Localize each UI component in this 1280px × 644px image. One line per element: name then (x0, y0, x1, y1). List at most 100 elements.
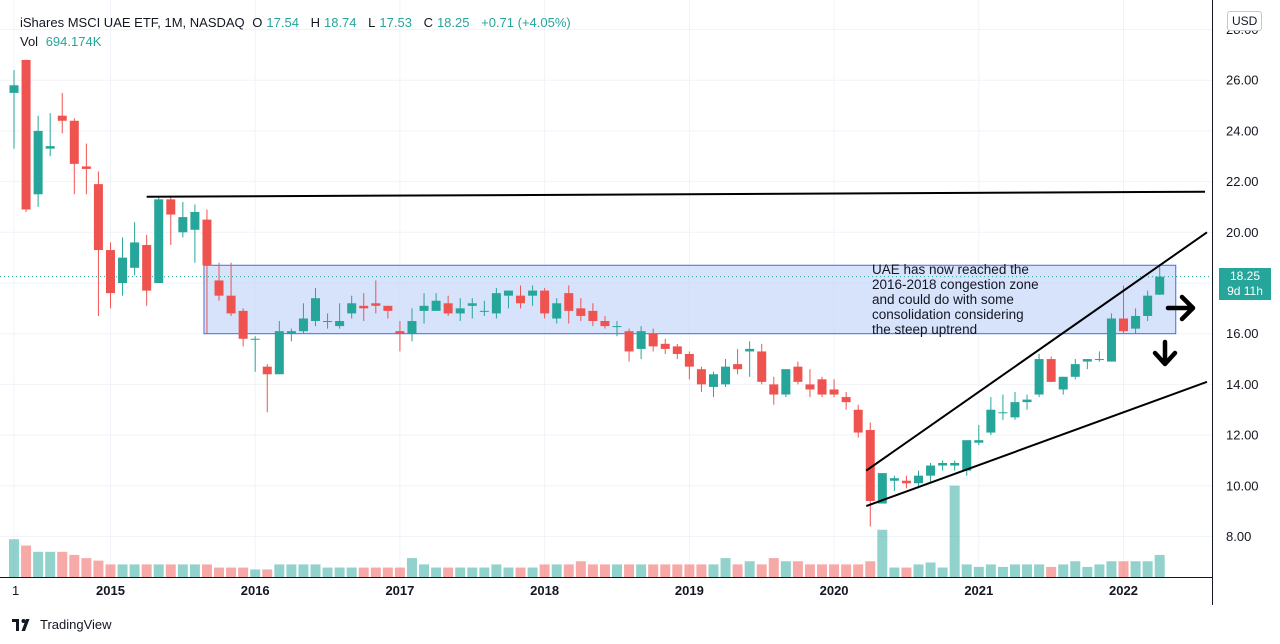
candle-body (250, 338, 260, 340)
volume-bar (370, 567, 381, 577)
chart-annotation-text[interactable]: UAE has now reached the 2016-2018 conges… (872, 262, 1082, 337)
volume-bar (804, 564, 815, 577)
volume-bar (1022, 564, 1033, 577)
candle-body (1106, 318, 1116, 362)
annotation-line: UAE has now reached the (872, 262, 1029, 277)
volume-bar (165, 564, 176, 577)
volume-bar (780, 561, 791, 577)
volume-bar (346, 567, 357, 577)
volume-bar (732, 564, 743, 577)
volume-bar (1130, 561, 1141, 577)
annotation-line: and could do with some (872, 292, 1014, 307)
x-tick-label: 2017 (385, 583, 414, 598)
volume-bar (539, 564, 550, 577)
volume-bar (515, 567, 526, 577)
x-tick-label: 2018 (530, 583, 559, 598)
volume-bar (9, 539, 19, 577)
open-label: O (252, 15, 263, 30)
volume-bar (1046, 566, 1057, 577)
candle-body (395, 331, 405, 334)
x-tick-label: 2016 (241, 583, 270, 598)
x-tick-label: 1 (12, 583, 19, 598)
candle-body (1094, 359, 1104, 361)
candle-body (359, 305, 369, 309)
volume-bar (153, 564, 164, 577)
candle-body (901, 480, 911, 484)
candle-body (45, 146, 55, 149)
candle-body (154, 199, 164, 283)
candle-body (576, 308, 586, 316)
y-tick-label: 14.00 (1226, 377, 1259, 392)
resistance-line (146, 190, 1206, 198)
volume-bar (394, 567, 405, 577)
volume-bar (756, 564, 767, 577)
volume-bar (829, 564, 840, 577)
high-value: 18.74 (323, 15, 357, 30)
currency-button[interactable]: USD (1227, 11, 1263, 31)
candle-body (1155, 276, 1165, 295)
candle-body (1082, 359, 1092, 362)
candle-body (564, 293, 574, 311)
candle-body (467, 303, 477, 306)
volume-bar (913, 564, 924, 577)
candle-body (311, 298, 320, 322)
chart-legend: iShares MSCI UAE ETF, 1M, NASDAQ O 17.54 … (20, 13, 575, 51)
x-tick-label: 2020 (820, 583, 849, 598)
volume-bar (744, 561, 755, 577)
volume-bar (201, 564, 212, 577)
candle-body (805, 384, 815, 390)
annotation-line: consolidation considering (872, 307, 1024, 322)
volume-bar (1034, 564, 1045, 577)
volume-bar (599, 564, 610, 577)
candle-body (1131, 315, 1141, 329)
candle-body (769, 384, 779, 395)
volume-bar (479, 567, 490, 577)
volume-bar (865, 561, 876, 577)
candle-body (660, 343, 670, 349)
tradingview-branding[interactable]: TradingView (12, 617, 112, 632)
candle-body (962, 440, 972, 471)
candle-body (69, 120, 79, 164)
volume-bar (57, 551, 68, 577)
congestion-zone-rectangle (203, 264, 1177, 335)
candle-body (781, 369, 791, 395)
volume-bar (973, 566, 984, 577)
volume-bar (467, 567, 478, 577)
candle-body (612, 326, 622, 328)
arrow-right-icon (1165, 294, 1196, 322)
candle-body (57, 115, 67, 121)
candle-body (9, 85, 19, 93)
volume-bar (491, 564, 502, 577)
candle-body (516, 295, 526, 304)
volume-bar (214, 567, 225, 577)
volume-bar (310, 564, 321, 577)
candle-body (93, 184, 103, 251)
volume-bar (1058, 564, 1069, 577)
change-value: +0.71 (+4.05%) (481, 15, 571, 30)
volume-bar (117, 564, 128, 577)
high-label: H (310, 15, 320, 30)
candle-body (600, 321, 610, 327)
candle-body (323, 321, 333, 323)
volume-bar (105, 564, 116, 577)
candle-body (202, 219, 212, 266)
candle-body (1034, 359, 1044, 395)
candle-body (335, 321, 345, 327)
volume-bar (226, 567, 237, 577)
candle-body (166, 199, 176, 215)
volume-bar (660, 564, 671, 577)
volume-bar (503, 567, 514, 577)
candle-body (190, 212, 200, 230)
candle-body (298, 318, 308, 332)
candle-body (636, 331, 646, 349)
candle-body (1119, 318, 1129, 332)
volume-bar (889, 567, 900, 577)
volume-bar (587, 564, 598, 577)
volume-bar (997, 566, 1008, 577)
volume-line: Vol 694.174K (20, 32, 575, 51)
candle-body (178, 217, 188, 233)
volume-bar (419, 564, 430, 577)
volume-bar (262, 569, 273, 577)
volume-bar (636, 564, 647, 577)
